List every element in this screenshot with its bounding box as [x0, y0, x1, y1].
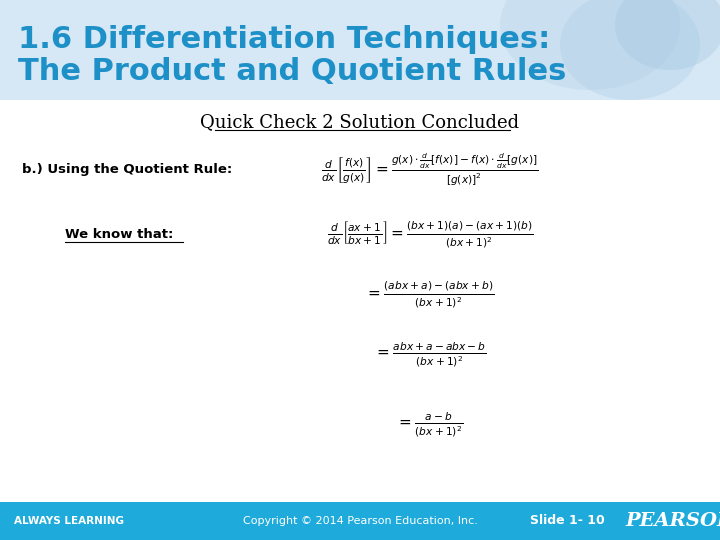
Text: The Product and Quotient Rules: The Product and Quotient Rules	[18, 57, 567, 86]
Ellipse shape	[500, 0, 680, 90]
FancyBboxPatch shape	[0, 0, 720, 100]
Ellipse shape	[610, 280, 720, 420]
Text: We know that:: We know that:	[65, 228, 174, 241]
Text: $= \frac{abx+a-abx-b}{(bx+1)^2}$: $= \frac{abx+a-abx-b}{(bx+1)^2}$	[374, 341, 486, 369]
Text: 1.6 Differentiation Techniques:: 1.6 Differentiation Techniques:	[18, 25, 550, 55]
Text: PEARSON: PEARSON	[625, 512, 720, 530]
Text: Quick Check 2 Solution Concluded: Quick Check 2 Solution Concluded	[200, 113, 520, 131]
Ellipse shape	[615, 0, 720, 70]
Text: $\frac{d}{dx}\left[\frac{f(x)}{g(x)}\right] = \frac{g(x)\cdot\frac{d}{dx}[f(x)]-: $\frac{d}{dx}\left[\frac{f(x)}{g(x)}\rig…	[321, 152, 539, 188]
Text: b.) Using the Quotient Rule:: b.) Using the Quotient Rule:	[22, 164, 233, 177]
Text: $\frac{d}{dx}\left[\frac{ax+1}{bx+1}\right] = \frac{(bx+1)(a)-(ax+1)(b)}{(bx+1)^: $\frac{d}{dx}\left[\frac{ax+1}{bx+1}\rig…	[327, 220, 534, 250]
Text: ALWAYS LEARNING: ALWAYS LEARNING	[14, 516, 124, 526]
Text: $= \frac{(abx+a)-(abx+b)}{(bx+1)^2}$: $= \frac{(abx+a)-(abx+b)}{(bx+1)^2}$	[365, 280, 495, 310]
Text: Slide 1- 10: Slide 1- 10	[530, 515, 605, 528]
Ellipse shape	[525, 320, 720, 500]
Text: Copyright © 2014 Pearson Education, Inc.: Copyright © 2014 Pearson Education, Inc.	[243, 516, 477, 526]
FancyBboxPatch shape	[0, 100, 720, 502]
Text: $= \frac{a-b}{(bx+1)^2}$: $= \frac{a-b}{(bx+1)^2}$	[397, 411, 464, 439]
FancyBboxPatch shape	[0, 502, 720, 540]
Ellipse shape	[560, 0, 700, 100]
